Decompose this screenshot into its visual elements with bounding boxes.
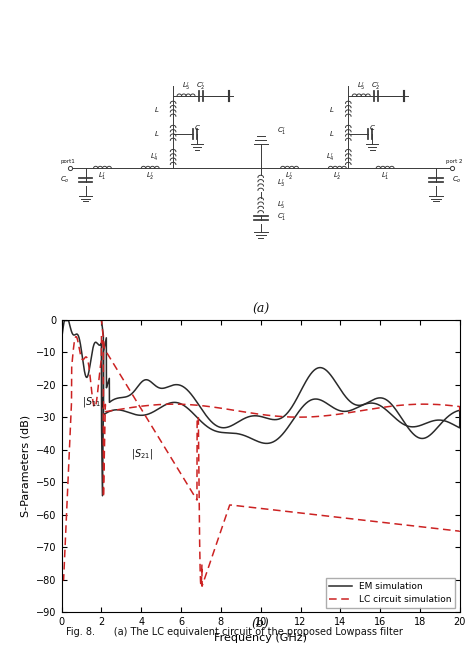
Text: $L_2'$: $L_2'$ bbox=[333, 171, 342, 183]
Text: $L$: $L$ bbox=[154, 129, 159, 138]
Text: $|S_{21}|$: $|S_{21}|$ bbox=[131, 446, 154, 461]
Text: $C_o$: $C_o$ bbox=[60, 175, 70, 185]
Text: $L_2'$: $L_2'$ bbox=[146, 171, 155, 183]
Text: $L_3'$: $L_3'$ bbox=[277, 178, 285, 190]
Text: $L$: $L$ bbox=[329, 129, 334, 138]
Text: $L_1'$: $L_1'$ bbox=[98, 171, 107, 183]
Text: $L$: $L$ bbox=[154, 105, 159, 115]
Text: $|S_{11}|$: $|S_{11}|$ bbox=[82, 395, 104, 409]
Text: $L_5'$: $L_5'$ bbox=[357, 82, 365, 93]
Text: $C_1'$: $C_1'$ bbox=[277, 212, 286, 224]
Text: $C_2'$: $C_2'$ bbox=[196, 82, 206, 93]
Text: $C$: $C$ bbox=[369, 122, 375, 131]
Text: (a): (a) bbox=[252, 303, 269, 316]
Text: (b): (b) bbox=[252, 617, 270, 630]
Text: port1: port1 bbox=[60, 159, 75, 164]
Text: $L_5'$: $L_5'$ bbox=[182, 82, 191, 93]
Text: Fig. 8.      (a) The LC equivalent circuit of the proposed Lowpass filter: Fig. 8. (a) The LC equivalent circuit of… bbox=[65, 627, 402, 637]
Text: $C_o$: $C_o$ bbox=[452, 175, 462, 185]
X-axis label: Frequency (GHz): Frequency (GHz) bbox=[214, 633, 307, 642]
Text: $L_2'$: $L_2'$ bbox=[285, 171, 294, 183]
Text: $C$: $C$ bbox=[193, 122, 201, 131]
Text: $C_1'$: $C_1'$ bbox=[277, 126, 286, 138]
Text: $L$: $L$ bbox=[329, 105, 334, 115]
Y-axis label: S-Parameters (dB): S-Parameters (dB) bbox=[21, 415, 31, 517]
Text: port 2: port 2 bbox=[446, 159, 462, 164]
Text: $L_4'$: $L_4'$ bbox=[326, 152, 334, 164]
Text: $L_1'$: $L_1'$ bbox=[381, 171, 389, 183]
Text: $C_2'$: $C_2'$ bbox=[372, 82, 381, 93]
Text: $L_5'$: $L_5'$ bbox=[277, 201, 285, 212]
Legend: EM simulation, LC circuit simulation: EM simulation, LC circuit simulation bbox=[326, 578, 455, 608]
Text: $L_4'$: $L_4'$ bbox=[150, 152, 159, 164]
